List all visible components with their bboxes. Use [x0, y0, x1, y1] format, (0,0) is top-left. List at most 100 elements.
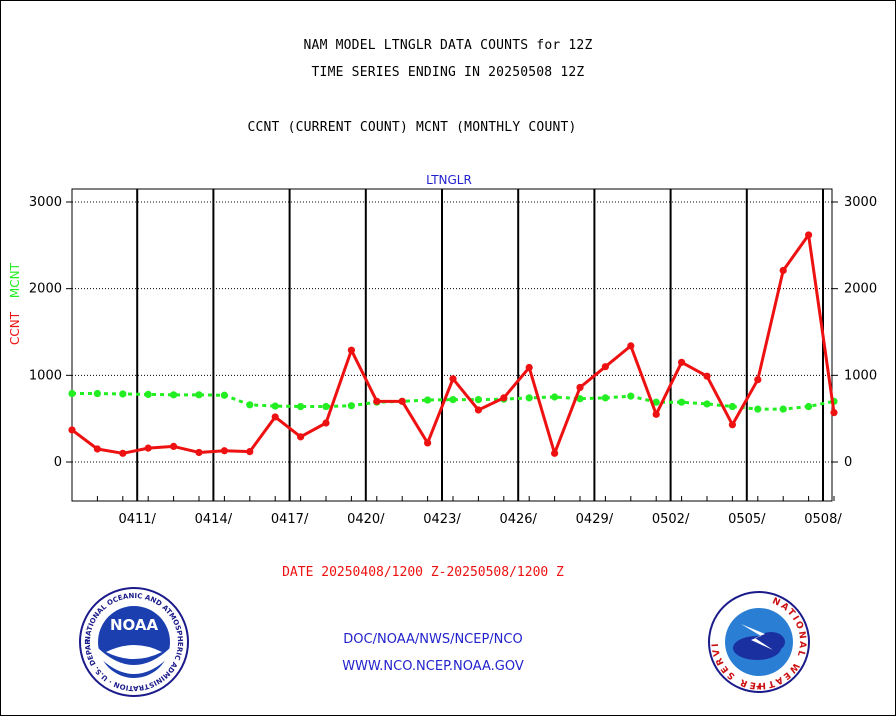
mcnt-point — [779, 405, 787, 413]
x-axis: 0411/0414/0417/0420/0423/0426/0429/0502/… — [71, 496, 842, 527]
mcnt-point — [297, 402, 305, 411]
ccnt-point — [297, 433, 305, 441]
ccnt-point — [93, 445, 101, 453]
ccnt-point — [627, 342, 635, 350]
x-tick-label: 0423/ — [423, 512, 461, 527]
ccnt-point — [449, 375, 457, 383]
y-label-mcnt: MCNT — [8, 262, 22, 298]
date-range-label: DATE 20250408/1200 Z-20250508/1200 Z — [282, 565, 564, 580]
mcnt-point — [246, 401, 254, 409]
credit-line-1: DOC/NOAA/NWS/NCEP/NCO — [343, 632, 523, 647]
chart-heading-line2: TIME SERIES ENDING IN 20250508 12Z — [311, 65, 585, 80]
ccnt-point — [195, 448, 203, 457]
y-tick-label-left: 3000 — [29, 195, 62, 210]
ccnt-point — [144, 444, 152, 452]
mcnt-point — [220, 391, 228, 399]
series-ccnt — [68, 231, 838, 457]
chart-title: LTNGLR — [426, 173, 472, 187]
ccnt-point — [398, 397, 406, 405]
ccnt-point — [347, 346, 355, 354]
x-tick-label: 0420/ — [347, 512, 385, 527]
mcnt-point — [576, 395, 584, 403]
noaa-logo-text: NOAA — [110, 616, 159, 634]
mcnt-point — [170, 391, 178, 399]
ccnt-point — [373, 397, 381, 405]
grid — [72, 189, 832, 501]
chart-heading-line1: NAM MODEL LTNGLR DATA COUNTS for 12Z — [303, 38, 593, 53]
series-mcnt — [68, 389, 838, 413]
mcnt-point — [322, 402, 330, 411]
mcnt-point — [627, 392, 635, 400]
mcnt-point — [68, 389, 76, 398]
ccnt-point — [246, 448, 254, 456]
chart-svg: LTNGLR 0 1000 2000 3000 0 1000 2000 3000 0411/… — [8, 173, 877, 527]
mcnt-point — [144, 390, 152, 398]
mcnt-point — [195, 391, 203, 399]
y-tick-label-left: 1000 — [29, 368, 62, 383]
ccnt-point — [754, 376, 762, 384]
y-tick-label-left: 0 — [54, 455, 62, 470]
mcnt-point — [424, 396, 432, 404]
y-tick-label-right: 1000 — [844, 368, 877, 383]
chart-heading-line3: CCNT (CURRENT COUNT) MCNT (MONTHLY COUNT… — [247, 120, 577, 135]
ccnt-point — [728, 421, 737, 429]
mcnt-point — [652, 398, 660, 406]
y-axis-left: 0 1000 2000 3000 — [29, 195, 72, 470]
x-tick-label: 0426/ — [499, 512, 537, 527]
ccnt-point — [500, 394, 508, 402]
mcnt-point — [449, 396, 457, 404]
y-label-ccnt: CCNT — [8, 311, 22, 345]
ccnt-point — [322, 419, 330, 427]
ccnt-point — [220, 447, 228, 455]
mcnt-point — [474, 396, 482, 404]
y-tick-label-right: 0 — [844, 455, 852, 470]
mcnt-point — [728, 402, 737, 411]
mcnt-point — [347, 402, 355, 410]
ccnt-point — [830, 409, 838, 417]
x-tick-label: 0505/ — [728, 512, 766, 527]
ccnt-line — [71, 233, 836, 455]
ccnt-point — [678, 358, 686, 366]
mcnt-point — [678, 398, 686, 406]
ccnt-point — [601, 363, 610, 371]
credit-line-2: WWW.NCO.NCEP.NOAA.GOV — [342, 659, 524, 674]
ccnt-point — [703, 372, 711, 380]
ccnt-point — [525, 363, 533, 372]
ccnt-point — [805, 231, 813, 239]
y-tick-label-right: 3000 — [844, 195, 877, 210]
mcnt-point — [703, 400, 711, 408]
ccnt-point — [271, 413, 279, 421]
ccnt-point — [576, 383, 584, 392]
mcnt-point — [93, 389, 101, 398]
mcnt-point — [601, 394, 610, 402]
svg-text:CCNT MCNT: CCNT MCNT — [8, 262, 22, 345]
x-tick-label: 0429/ — [576, 512, 614, 527]
ccnt-point — [170, 442, 178, 450]
ccnt-point — [119, 449, 127, 457]
ccnt-point — [652, 410, 660, 418]
ccnt-point — [779, 266, 787, 275]
mcnt-point — [551, 393, 559, 401]
noaa-logo: NATIONAL OCEANIC AND ATMOSPHERIC ADMINIS… — [78, 586, 189, 697]
mcnt-point — [525, 394, 533, 402]
ccnt-point — [68, 426, 76, 434]
y-axis-right: 0 1000 2000 3000 — [832, 195, 877, 470]
mcnt-point — [271, 402, 279, 410]
x-tick-label: 0508/ — [804, 512, 842, 527]
svg-text:★: ★ — [755, 683, 763, 693]
x-tick-label: 0411/ — [118, 512, 156, 527]
mcnt-point — [119, 390, 127, 398]
mcnt-point — [754, 405, 762, 413]
plot-area — [71, 188, 833, 502]
y-tick-label-right: 2000 — [844, 282, 877, 297]
ccnt-point — [424, 439, 432, 447]
y-tick-label-left: 2000 — [29, 282, 62, 297]
ccnt-point — [474, 406, 482, 414]
y-axis-label: CCNT MCNT — [8, 262, 22, 345]
x-tick-label: 0502/ — [652, 512, 690, 527]
mcnt-point — [805, 402, 813, 411]
nws-logo: NATIONAL WEATHER SERVICE ★ — [707, 590, 810, 693]
x-tick-label: 0417/ — [271, 512, 309, 527]
ccnt-point — [551, 449, 559, 457]
x-tick-label: 0414/ — [195, 512, 233, 527]
